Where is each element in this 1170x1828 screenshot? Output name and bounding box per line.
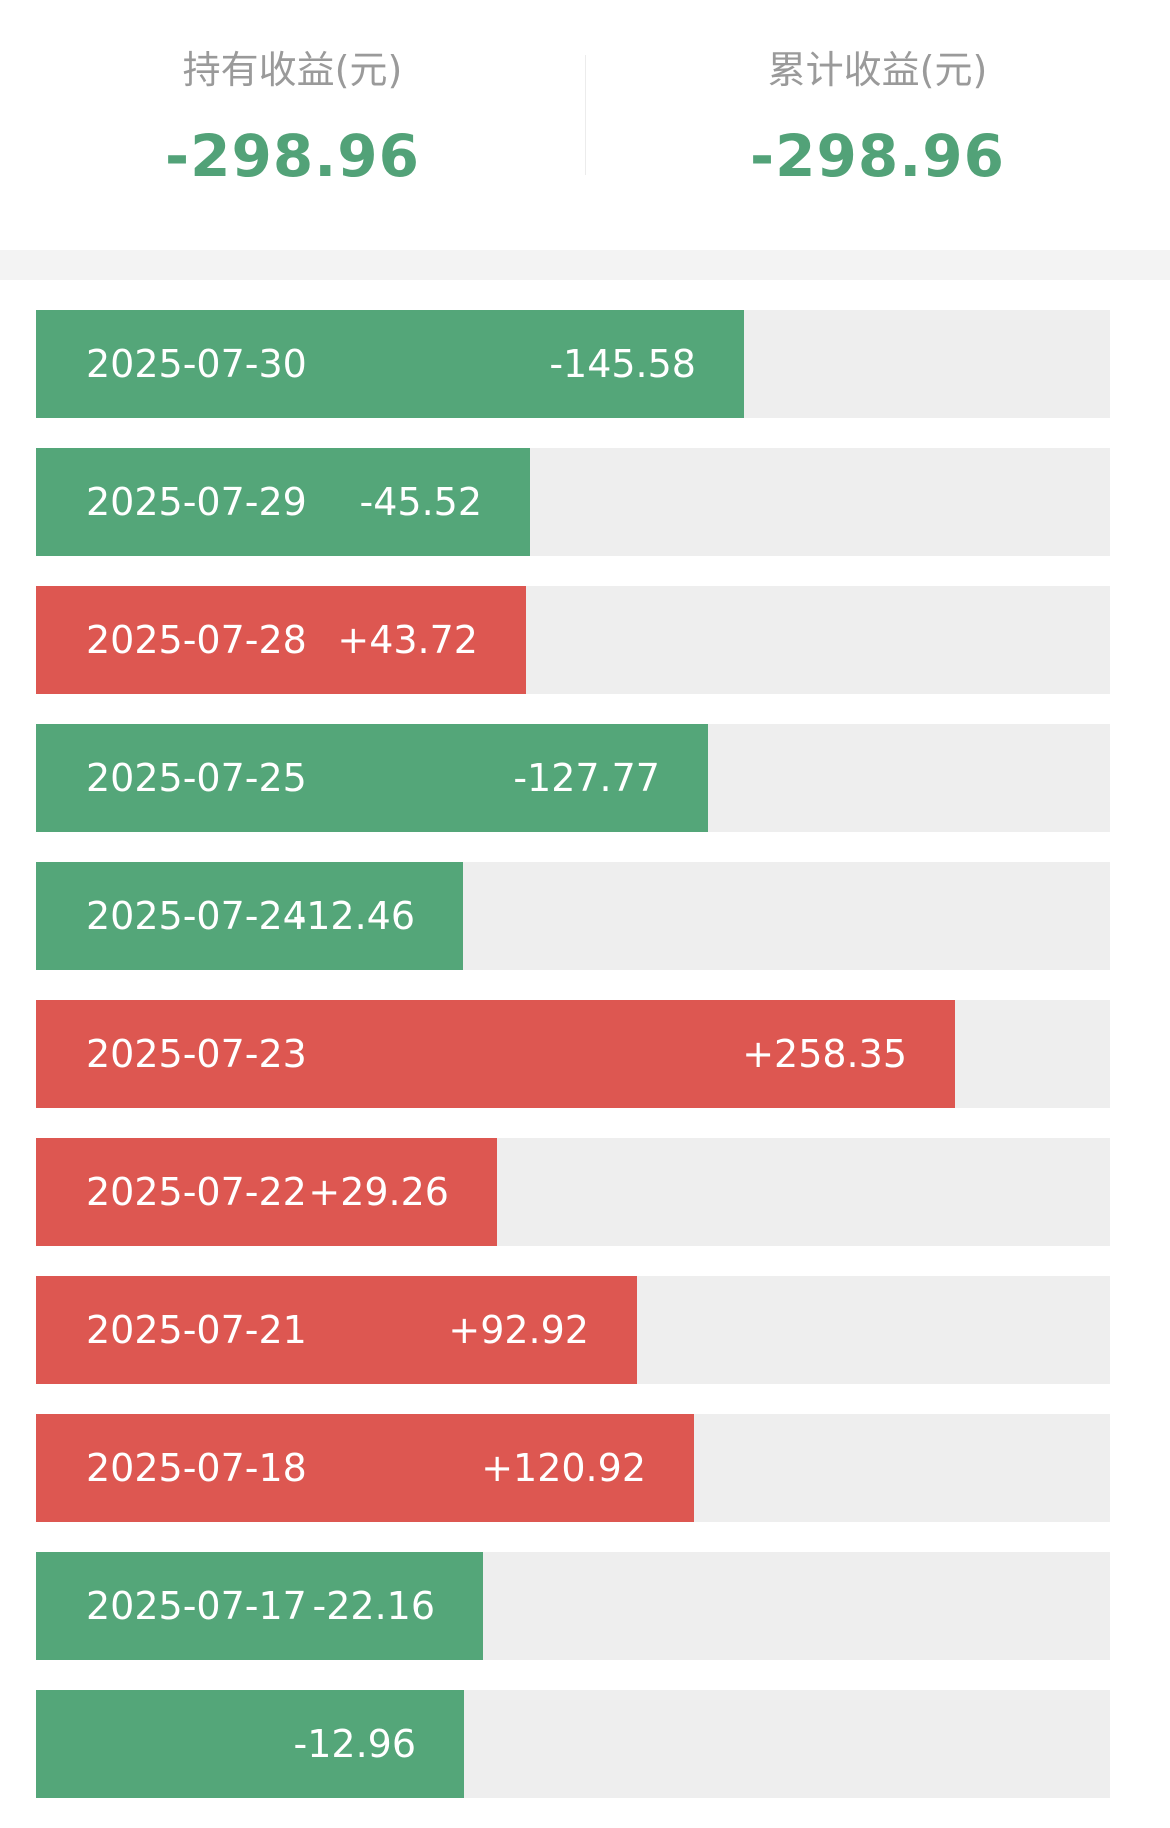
- daily-profit-row[interactable]: 2025-07-25 -127.77: [36, 724, 1110, 832]
- row-date: 2025-07-29: [86, 480, 307, 524]
- daily-profit-row[interactable]: 2025-07-17 -22.16: [36, 1552, 1110, 1660]
- daily-profit-row[interactable]: 2025-07-28 +43.72: [36, 586, 1110, 694]
- row-amount: +29.26: [308, 1170, 449, 1214]
- row-amount: -127.77: [513, 756, 660, 800]
- daily-profit-row[interactable]: 2025-07-21 +92.92: [36, 1276, 1110, 1384]
- loss-bar: [36, 862, 463, 970]
- daily-profit-row[interactable]: -12.96: [36, 1690, 1110, 1798]
- holding-profit[interactable]: 持有收益(元) -298.96: [0, 45, 585, 189]
- gain-bar: [36, 1000, 955, 1108]
- loss-bar: [36, 448, 530, 556]
- row-amount: +43.72: [337, 618, 478, 662]
- cumulative-profit-value: -298.96: [750, 122, 1005, 190]
- row-date: 2025-07-21: [86, 1308, 307, 1352]
- gain-bar: [36, 1138, 497, 1246]
- section-gap: [0, 250, 1170, 280]
- row-date: 2025-07-22: [86, 1170, 307, 1214]
- row-date: 2025-07-17: [86, 1584, 307, 1628]
- row-amount: +92.92: [448, 1308, 589, 1352]
- gain-bar: [36, 1276, 637, 1384]
- loss-bar: [36, 1552, 483, 1660]
- daily-profit-row[interactable]: 2025-07-29 -45.52: [36, 448, 1110, 556]
- summary-divider: [585, 55, 586, 175]
- row-amount: -22.16: [312, 1584, 436, 1628]
- row-amount: +120.92: [481, 1446, 646, 1490]
- row-amount: -12.96: [293, 1722, 417, 1766]
- row-amount: +258.35: [742, 1032, 907, 1076]
- gain-bar: [36, 586, 526, 694]
- cumulative-profit-label: 累计收益(元): [767, 48, 988, 92]
- daily-profit-row[interactable]: 2025-07-18 +120.92: [36, 1414, 1110, 1522]
- row-date: 2025-07-28: [86, 618, 307, 662]
- row-date: 2025-07-24: [86, 894, 307, 938]
- holding-profit-label: 持有收益(元): [182, 48, 403, 92]
- holding-profit-value: -298.96: [165, 122, 420, 190]
- row-date: 2025-07-30: [86, 342, 307, 386]
- row-amount: -45.52: [359, 480, 483, 524]
- daily-profit-list: 2025-07-30 -145.58 2025-07-29 -45.52 2025-07…: [36, 310, 1110, 1828]
- gain-bar: [36, 1414, 694, 1522]
- row-date: 2025-07-25: [86, 756, 307, 800]
- loss-bar: [36, 310, 744, 418]
- daily-profit-row[interactable]: 2025-07-22 +29.26: [36, 1138, 1110, 1246]
- daily-profit-row[interactable]: 2025-07-30 -145.58: [36, 310, 1110, 418]
- daily-profit-row[interactable]: 2025-07-24 -12.46: [36, 862, 1110, 970]
- daily-profit-row[interactable]: 2025-07-23 +258.35: [36, 1000, 1110, 1108]
- row-date: 2025-07-23: [86, 1032, 307, 1076]
- loss-bar: [36, 724, 708, 832]
- profit-summary: 持有收益(元) -298.96 累计收益(元) -298.96: [0, 0, 1170, 250]
- cumulative-profit[interactable]: 累计收益(元) -298.96: [585, 45, 1170, 189]
- row-date: 2025-07-18: [86, 1446, 307, 1490]
- loss-bar: [36, 1690, 464, 1798]
- row-amount: -145.58: [549, 342, 696, 386]
- row-amount: -12.46: [292, 894, 416, 938]
